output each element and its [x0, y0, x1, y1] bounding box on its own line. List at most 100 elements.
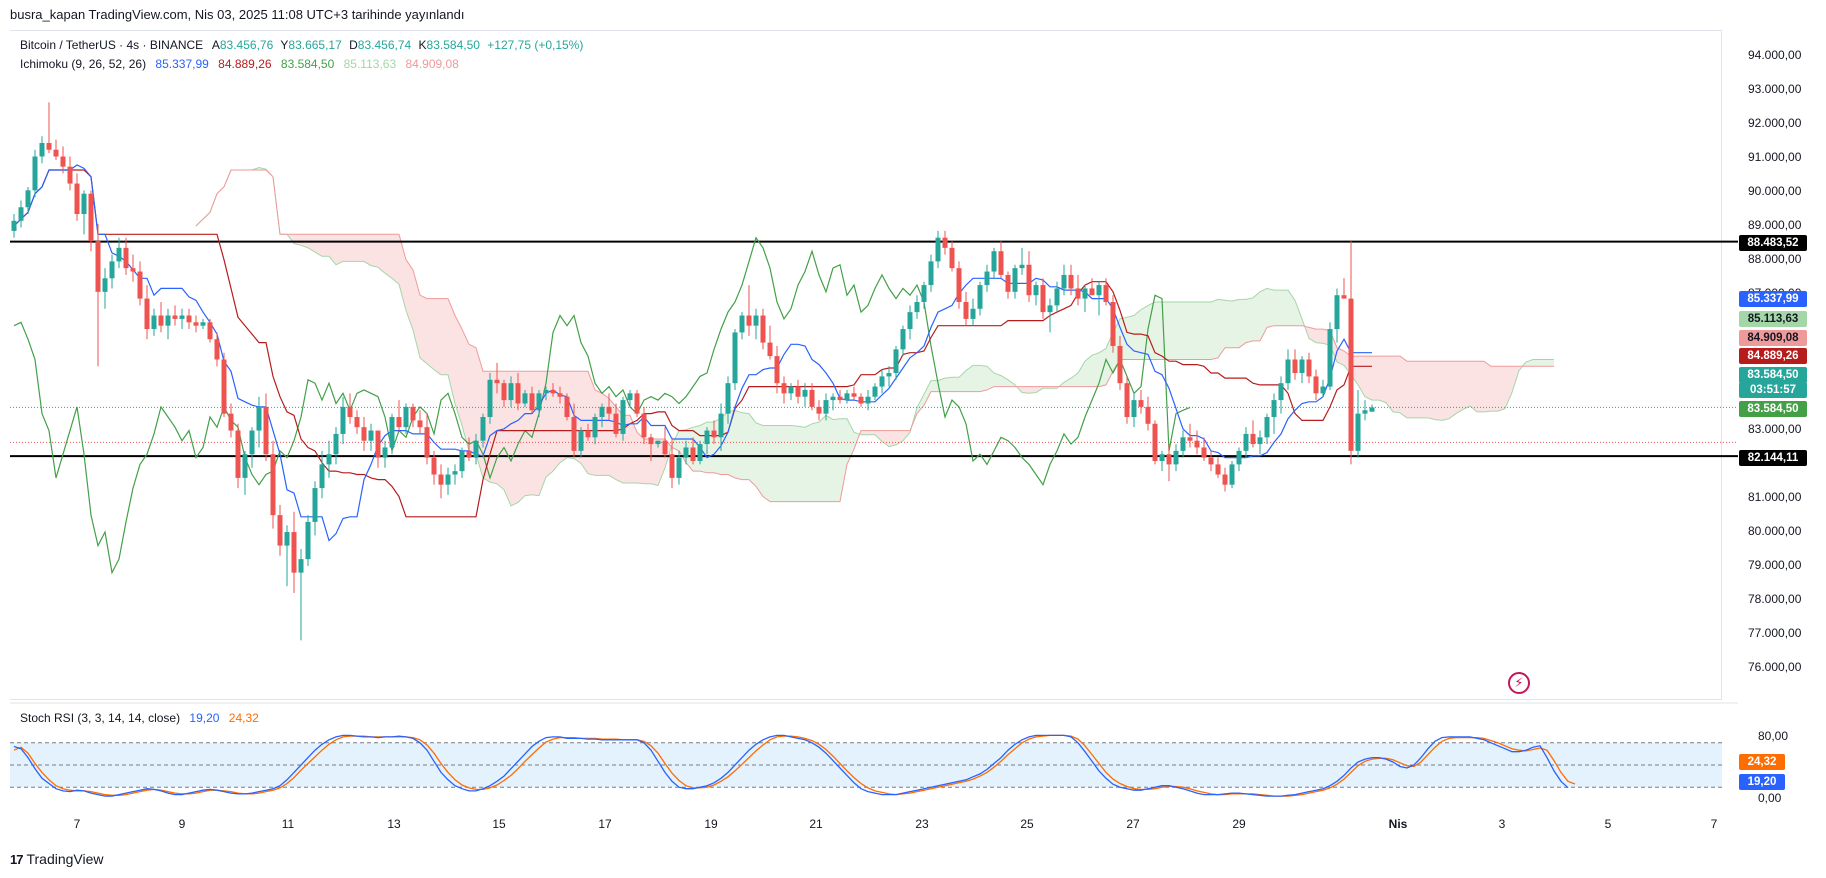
change-value: +127,75 (+0,15%) [487, 38, 584, 52]
candle-body [767, 342, 773, 357]
cloud-segment [1064, 378, 1071, 387]
cloud-segment [378, 234, 385, 274]
candle-body [564, 396, 570, 418]
candle-body [1159, 454, 1165, 461]
cloud-segment [945, 377, 952, 392]
candle-body [655, 440, 661, 445]
candle-body [872, 386, 878, 397]
cloud-segment [784, 425, 791, 502]
candle-body [186, 315, 192, 323]
symbol-legend: Bitcoin / TetherUS · 4s · BINANCE A83.45… [20, 38, 589, 52]
time-axis-label: Nis [1388, 817, 1408, 831]
candle-body [648, 437, 654, 445]
candle-body [753, 315, 759, 326]
candle-body [1145, 406, 1151, 424]
cloud-segment [630, 415, 637, 483]
cloud-segment [1295, 300, 1302, 326]
candle-body [914, 301, 920, 313]
cloud-segment [763, 425, 770, 502]
candle-body [1026, 264, 1032, 296]
candle-body [613, 413, 619, 434]
candle-body [557, 393, 563, 397]
candle-body [459, 450, 465, 472]
candle-body [550, 389, 556, 394]
cloud-segment [441, 298, 448, 375]
cloud-segment [427, 298, 434, 370]
cloud-segment [1225, 300, 1232, 348]
candle-body [1187, 437, 1193, 441]
candle-body [774, 356, 780, 384]
candle-body [837, 396, 843, 401]
cloud-segment [392, 234, 399, 285]
cloud-segment [749, 413, 756, 487]
candle-body [1110, 301, 1116, 346]
candle-body [480, 417, 486, 441]
candle-body [886, 373, 892, 377]
candle-body [1194, 440, 1200, 448]
symbol-name[interactable]: Bitcoin / TetherUS · 4s · BINANCE [20, 38, 204, 52]
candle-body [529, 393, 535, 411]
cloud-segment [1484, 361, 1491, 412]
time-axis-label: 9 [178, 817, 186, 831]
candle-body [571, 417, 577, 451]
candle-body [123, 247, 129, 269]
candle-body [256, 406, 262, 431]
cloud-segment [1204, 301, 1211, 360]
candle-body [1369, 407, 1375, 412]
candle-body [389, 417, 395, 448]
cloud-segment [1127, 315, 1134, 360]
candle-body [207, 322, 213, 340]
close-label: K [418, 38, 427, 52]
cloud-segment [1281, 290, 1288, 326]
stoch-title[interactable]: Stoch RSI (3, 3, 14, 14, close) [20, 711, 181, 725]
stoch-d-line [13, 734, 1576, 797]
cloud-segment [1183, 301, 1190, 360]
candle-body [1278, 383, 1284, 401]
candle-body [438, 474, 444, 485]
cloud-segment [1379, 356, 1386, 403]
price-axis-label: 83.000,00 [1748, 422, 1802, 436]
candle-body [263, 406, 269, 455]
candle-body [1292, 359, 1298, 374]
time-axis-label: 15 [492, 817, 506, 831]
candle-body [746, 315, 752, 326]
candle-body [494, 379, 500, 384]
candle-body [95, 241, 101, 292]
candle-body [179, 315, 185, 319]
bolt-icon[interactable]: ⚡ [1508, 672, 1530, 694]
candle-body [1124, 383, 1130, 418]
candle-body [935, 237, 941, 262]
cloud-segment [742, 412, 749, 480]
candle-body [235, 430, 241, 478]
candle-body [1264, 417, 1270, 438]
horizontal-lines [10, 240, 1738, 458]
price-axis-label: 76.000,00 [1748, 660, 1802, 674]
candle-body [1285, 359, 1291, 384]
candle-body [1061, 274, 1067, 289]
candle-body [788, 386, 794, 394]
cloud-segment [770, 425, 777, 502]
candle-body [487, 379, 493, 418]
candle-body [382, 447, 388, 458]
cloud-segment [1463, 361, 1470, 410]
cloud-segment [1540, 359, 1547, 367]
candle-body [1257, 437, 1263, 445]
candle-body [522, 393, 528, 404]
candle-body [221, 359, 227, 414]
price-axis-label: 93.000,00 [1748, 82, 1802, 96]
ichimoku-title[interactable]: Ichimoku (9, 26, 52, 26) [20, 57, 147, 71]
candle-body [1019, 264, 1025, 269]
candle-body [18, 207, 24, 221]
candle-body [508, 383, 514, 401]
cloud-segment [847, 418, 854, 465]
candle-body [109, 261, 115, 279]
stoch-k-value: 19,20 [189, 711, 220, 725]
tradingview-logo-icon: 17 [10, 851, 24, 867]
cloud-segment [917, 394, 924, 414]
cloud-segment [1176, 301, 1183, 360]
cloud-segment [343, 234, 350, 262]
candle-body [683, 447, 689, 458]
candle-body [242, 454, 248, 478]
cloud-segment [371, 234, 378, 268]
